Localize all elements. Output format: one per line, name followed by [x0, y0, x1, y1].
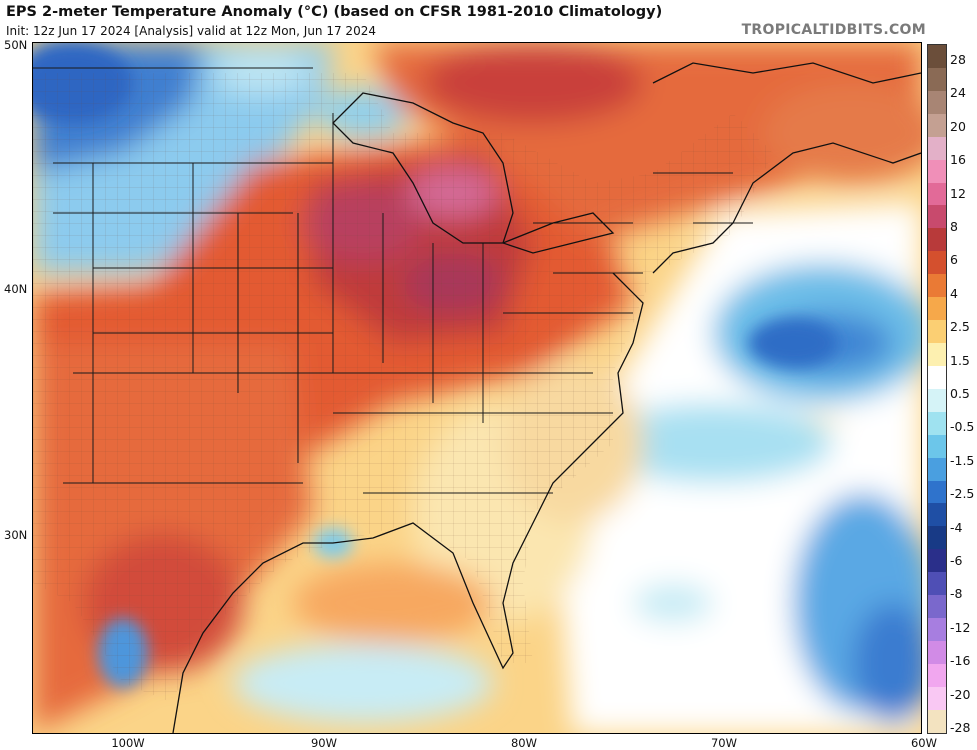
- colorbar-tick-label: -1.5: [950, 452, 975, 468]
- colorbar-swatch: [928, 67, 946, 91]
- colorbar-tick-label: 6: [950, 252, 958, 268]
- colorbar-tick-label: -6: [950, 553, 963, 568]
- colorbar-tick-label: -16: [950, 653, 971, 669]
- colorbar-swatch: [928, 457, 946, 481]
- colorbar-tick-label: 1.5: [950, 352, 970, 368]
- colorbar-tick-label: -12: [950, 619, 971, 635]
- colorbar-swatch: [928, 45, 946, 68]
- colorbar-swatch: [928, 549, 946, 573]
- colorbar-tick-label: 4: [950, 285, 958, 301]
- colorbar-tick-label: 20: [950, 118, 966, 134]
- lat-label-30n: 30N: [4, 528, 28, 542]
- map-subtitle: Init: 12z Jun 17 2024 [Analysis] valid a…: [6, 24, 376, 38]
- colorbar-swatch: [928, 526, 946, 550]
- colorbar-swatch: [928, 274, 946, 298]
- temperature-anomaly-map: [32, 42, 922, 734]
- colorbar-swatch: [928, 411, 946, 435]
- site-brand[interactable]: TROPICALTIDBITS.COM: [741, 22, 926, 38]
- colorbar-tick-label: 16: [950, 152, 966, 168]
- lon-label-80w: 80W: [510, 736, 537, 750]
- lon-label-100w: 100W: [111, 736, 145, 750]
- colorbar-tick-label: 24: [950, 85, 966, 101]
- colorbar-tick-label: 0.5: [950, 386, 970, 401]
- colorbar-swatch: [928, 251, 946, 275]
- colorbar-swatch: [928, 595, 946, 619]
- colorbar-swatch: [928, 365, 946, 389]
- colorbar-swatch: [928, 342, 946, 366]
- colorbar-swatch: [928, 113, 946, 137]
- colorbar-tick-label: -20: [950, 686, 971, 702]
- colorbar-swatch: [928, 480, 946, 504]
- lat-label-40n: 40N: [4, 282, 28, 296]
- lat-label-50n: 50N: [4, 38, 28, 52]
- colorbar-tick-label: 12: [950, 185, 966, 201]
- map-title: EPS 2-meter Temperature Anomaly (°C) (ba…: [6, 4, 663, 20]
- colorbar-swatch: [928, 205, 946, 229]
- lon-label-90w: 90W: [310, 736, 337, 750]
- colorbar-swatch: [928, 618, 946, 641]
- colorbar-tick-label: 2.5: [950, 319, 970, 335]
- colorbar-swatch: [928, 182, 946, 206]
- colorbar-swatch: [928, 503, 946, 527]
- colorbar-swatch: [928, 136, 946, 160]
- colorbar: [927, 44, 947, 734]
- map-canvas: [33, 43, 921, 733]
- colorbar-swatch: [928, 159, 946, 183]
- colorbar-swatch: [928, 90, 946, 114]
- colorbar-swatch: [928, 297, 946, 321]
- colorbar-swatch: [928, 320, 946, 343]
- colorbar-tick-label: -2.5: [950, 486, 975, 502]
- lon-label-70w: 70W: [710, 736, 737, 750]
- colorbar-swatch: [928, 572, 946, 596]
- colorbar-swatch: [928, 686, 946, 710]
- colorbar-swatch: [928, 709, 946, 733]
- colorbar-tick-label: -8: [950, 586, 963, 602]
- colorbar-tick-label: 28: [950, 52, 966, 67]
- colorbar-tick-label: -4: [950, 519, 963, 535]
- colorbar-swatch: [928, 434, 946, 458]
- lon-label-60w: 60W: [910, 736, 937, 750]
- colorbar-tick-label: -28: [950, 720, 971, 735]
- colorbar-swatch: [928, 640, 946, 664]
- colorbar-swatch: [928, 663, 946, 687]
- colorbar-tick-label: 8: [950, 219, 958, 234]
- colorbar-swatch: [928, 388, 946, 412]
- colorbar-swatch: [928, 228, 946, 252]
- colorbar-tick-label: -0.5: [950, 419, 975, 435]
